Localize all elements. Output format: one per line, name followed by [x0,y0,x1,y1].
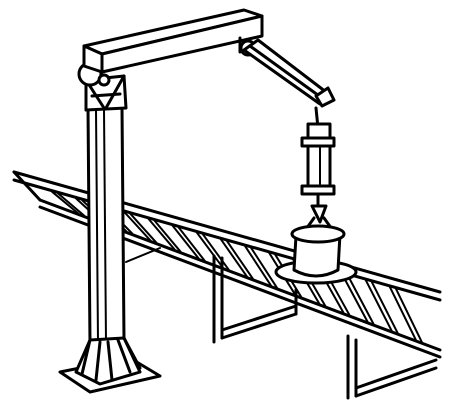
crane-jib-arm [242,38,336,130]
conveyor-roller [171,224,206,262]
conveyor-roller [340,272,375,326]
conveyor-roller [147,217,182,253]
hoist-cylinder [300,122,336,208]
suspended-load-pot [274,224,358,285]
conveyor-roller [51,190,85,217]
pillar-head-bearing [77,61,128,112]
conveyor-roller [364,279,399,335]
conveyor-roller [244,245,279,289]
conveyor-roller [219,238,254,280]
conveyor-leg-right [346,334,438,400]
conveyor-leg-left [125,247,298,344]
conveyor-roller [123,211,158,244]
crane-pillar [58,61,162,394]
pillar-foot-gussets [74,336,142,386]
crane-boom [82,8,264,74]
conveyor-roller [195,231,230,271]
conveyor-roller [388,285,423,344]
